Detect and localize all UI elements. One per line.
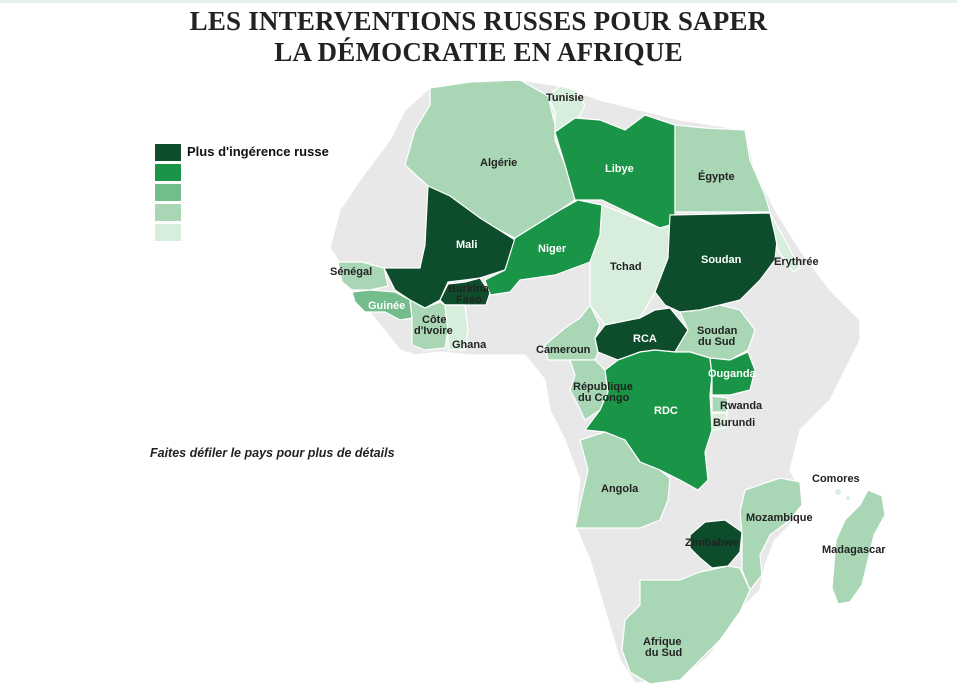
- scroll-hint: Faites défiler le pays pour plus de déta…: [150, 446, 395, 460]
- label-soudan-sud-2: du Sud: [698, 336, 735, 348]
- country-angola[interactable]: [574, 431, 671, 529]
- country-rdc[interactable]: [584, 349, 713, 491]
- country-zimbabwe[interactable]: [689, 519, 743, 569]
- legend-swatch-2: [155, 164, 181, 181]
- title-line-2: LA DÉMOCRATIE EN AFRIQUE: [274, 37, 683, 67]
- country-ouganda[interactable]: [709, 351, 756, 396]
- label-afrique-sud-2: du Sud: [645, 647, 682, 659]
- country-comores[interactable]: [833, 487, 843, 497]
- country-guinee[interactable]: [351, 289, 413, 321]
- country-comores-2[interactable]: [844, 494, 852, 502]
- country-soudan-sud[interactable]: [674, 304, 756, 361]
- label-mali: Mali: [456, 239, 477, 251]
- country-afrique-sud[interactable]: [621, 565, 751, 685]
- label-senegal: Sénégal: [330, 266, 372, 278]
- label-madagascar: Madagascar: [822, 544, 886, 556]
- label-tchad: Tchad: [610, 261, 642, 273]
- label-zimbabwe: Zimbabwe: [685, 537, 739, 549]
- label-soudan: Soudan: [701, 254, 742, 266]
- label-angola: Angola: [601, 483, 639, 495]
- country-cote-divoire[interactable]: [409, 299, 449, 351]
- country-erythree[interactable]: [769, 212, 801, 273]
- label-mozambique: Mozambique: [746, 512, 813, 524]
- top-strip: [0, 0, 957, 3]
- label-egypte: Égypte: [698, 170, 735, 183]
- label-afrique-sud-1: Afrique: [643, 636, 682, 648]
- label-ouganda: Ouganda: [708, 368, 757, 380]
- country-egypte[interactable]: [674, 124, 771, 213]
- label-cameroun: Cameroun: [536, 344, 591, 356]
- country-senegal[interactable]: [337, 261, 389, 291]
- label-niger: Niger: [538, 243, 567, 255]
- label-burkina-2: Faso: [456, 294, 482, 306]
- country-ghana[interactable]: [444, 304, 469, 351]
- label-congo-2: du Congo: [578, 392, 630, 404]
- country-niger[interactable]: [484, 199, 603, 296]
- label-algerie: Algérie: [480, 157, 517, 169]
- label-comores: Comores: [812, 473, 860, 485]
- label-rdc: RDC: [654, 405, 678, 417]
- label-tunisie: Tunisie: [546, 92, 584, 104]
- label-burundi: Burundi: [713, 417, 755, 429]
- label-burkina-1: Burkina: [448, 283, 490, 295]
- legend-swatch-4: [155, 204, 181, 221]
- title-line-1: LES INTERVENTIONS RUSSES POUR SAPER: [189, 6, 768, 36]
- label-congo-1: République: [573, 381, 633, 393]
- country-burundi[interactable]: [711, 412, 728, 431]
- country-madagascar[interactable]: [831, 489, 886, 605]
- legend-swatch-3: [155, 184, 181, 201]
- label-cote-1: Côte: [422, 314, 446, 326]
- label-rwanda: Rwanda: [720, 400, 763, 412]
- label-soudan-sud-1: Soudan: [697, 325, 738, 337]
- legend-label: Plus d'ingérence russe: [187, 144, 329, 159]
- legend-swatch-5: [155, 224, 181, 241]
- map-title: LES INTERVENTIONS RUSSES POUR SAPER LA D…: [0, 6, 957, 68]
- label-cote-2: d'Ivoire: [414, 325, 453, 337]
- label-ghana: Ghana: [452, 339, 487, 351]
- legend-swatch-1: [155, 144, 181, 161]
- label-erythree: Erythrée: [774, 256, 819, 268]
- country-congo[interactable]: [569, 359, 609, 421]
- label-libye: Libye: [605, 163, 634, 175]
- country-mozambique[interactable]: [739, 477, 803, 591]
- label-guinee: Guinée: [368, 300, 405, 312]
- country-rwanda[interactable]: [711, 395, 729, 413]
- label-rca: RCA: [633, 333, 657, 345]
